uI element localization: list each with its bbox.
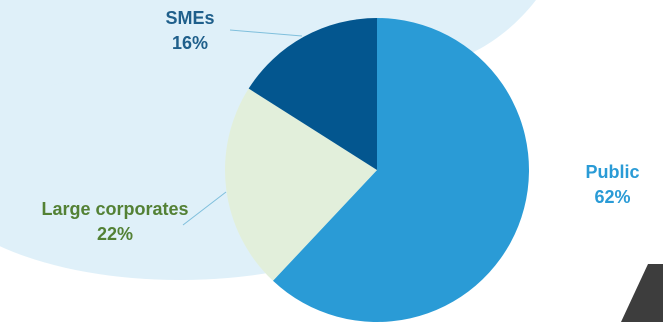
slice-label-smes-value: 16% (171, 33, 209, 53)
slice-label-large-corporates: Large corporates 22% (10, 197, 220, 247)
slice-label-public-value: 62% (594, 187, 631, 207)
slice-label-smes-name: SMEs (165, 8, 215, 28)
pie-slice-smes (248, 17, 377, 170)
slice-label-large-corporates-name: Large corporates (41, 199, 189, 219)
pie-slice-public (272, 18, 529, 322)
connector-smes (229, 29, 303, 37)
connector-large-corporates (182, 191, 227, 226)
corner-mark (621, 264, 663, 322)
slice-label-large-corporates-value: 22% (96, 224, 134, 244)
slice-label-smes: SMEs 16% (150, 6, 230, 56)
pie-slice-large-corporates (224, 88, 377, 281)
slice-label-public: Public 62% (570, 160, 655, 210)
slice-label-public-name: Public (585, 162, 640, 182)
